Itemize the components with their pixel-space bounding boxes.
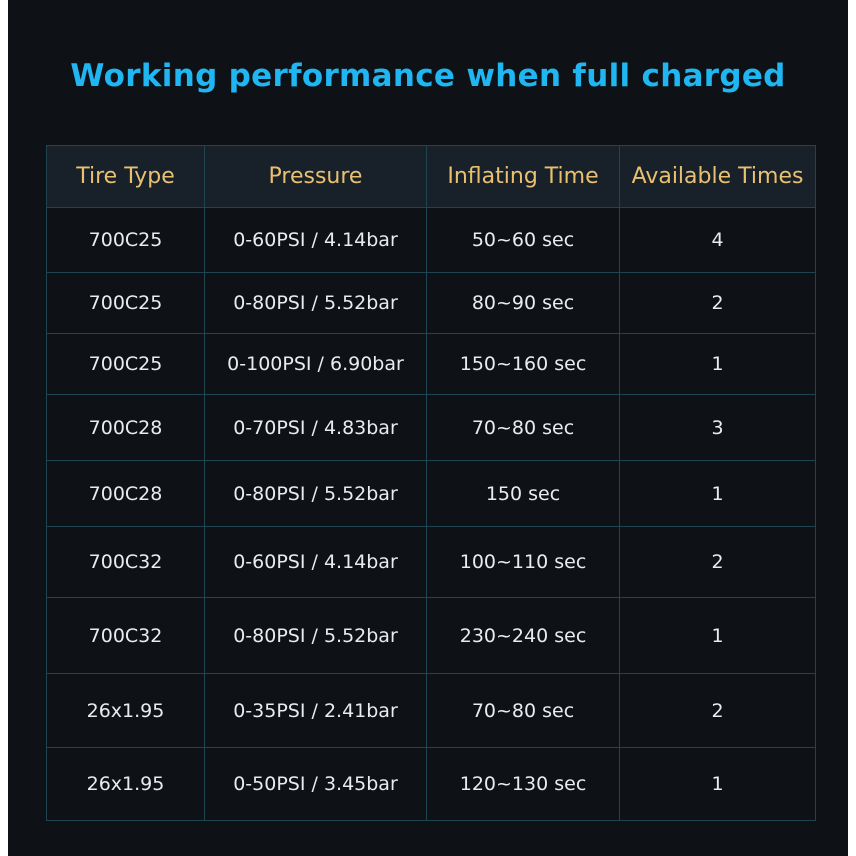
cell-inflating-time: 80~90 sec [426, 272, 620, 334]
cell-available-times: 2 [619, 673, 816, 748]
table-row: 700C25 0-60PSI / 4.14bar 50~60 sec 4 [46, 207, 816, 273]
cell-pressure: 0-35PSI / 2.41bar [204, 673, 427, 748]
cell-available-times: 2 [619, 526, 816, 598]
cell-available-times: 2 [619, 272, 816, 334]
cell-available-times: 3 [619, 394, 816, 461]
cell-tire-type: 700C28 [46, 394, 205, 461]
cell-inflating-time: 150 sec [426, 460, 620, 527]
cell-pressure: 0-80PSI / 5.52bar [204, 272, 427, 334]
cell-pressure: 0-60PSI / 4.14bar [204, 207, 427, 273]
cell-pressure: 0-80PSI / 5.52bar [204, 597, 427, 674]
cell-tire-type: 700C32 [46, 597, 205, 674]
cell-inflating-time: 120~130 sec [426, 747, 620, 821]
cell-pressure: 0-100PSI / 6.90bar [204, 333, 427, 395]
cell-inflating-time: 150~160 sec [426, 333, 620, 395]
header-inflating-time: Inflating Time [426, 145, 620, 208]
cell-tire-type: 700C25 [46, 272, 205, 334]
table-row: 700C25 0-100PSI / 6.90bar 150~160 sec 1 [46, 333, 816, 395]
cell-available-times: 1 [619, 333, 816, 395]
header-pressure: Pressure [204, 145, 427, 208]
cell-tire-type: 700C28 [46, 460, 205, 527]
page-title: Working performance when full charged [70, 58, 786, 94]
cell-pressure: 0-50PSI / 3.45bar [204, 747, 427, 821]
performance-table: Tire Type Pressure Inflating Time Availa… [46, 145, 816, 821]
cell-tire-type: 26x1.95 [46, 747, 205, 821]
table-row: 26x1.95 0-35PSI / 2.41bar 70~80 sec 2 [46, 673, 816, 748]
table-row: 700C28 0-80PSI / 5.52bar 150 sec 1 [46, 460, 816, 527]
header-available-times: Available Times [619, 145, 816, 208]
table-header-row: Tire Type Pressure Inflating Time Availa… [46, 145, 816, 208]
table-row: 700C25 0-80PSI / 5.52bar 80~90 sec 2 [46, 272, 816, 334]
cell-tire-type: 700C32 [46, 526, 205, 598]
table-row: 700C32 0-60PSI / 4.14bar 100~110 sec 2 [46, 526, 816, 598]
cell-inflating-time: 230~240 sec [426, 597, 620, 674]
cell-tire-type: 26x1.95 [46, 673, 205, 748]
cell-available-times: 4 [619, 207, 816, 273]
cell-inflating-time: 50~60 sec [426, 207, 620, 273]
header-tire-type: Tire Type [46, 145, 205, 208]
table-row: 26x1.95 0-50PSI / 3.45bar 120~130 sec 1 [46, 747, 816, 821]
table-row: 700C32 0-80PSI / 5.52bar 230~240 sec 1 [46, 597, 816, 674]
cell-available-times: 1 [619, 460, 816, 527]
cell-inflating-time: 70~80 sec [426, 394, 620, 461]
table-row: 700C28 0-70PSI / 4.83bar 70~80 sec 3 [46, 394, 816, 461]
cell-inflating-time: 70~80 sec [426, 673, 620, 748]
cell-tire-type: 700C25 [46, 333, 205, 395]
cell-available-times: 1 [619, 597, 816, 674]
cell-inflating-time: 100~110 sec [426, 526, 620, 598]
cell-available-times: 1 [619, 747, 816, 821]
cell-pressure: 0-60PSI / 4.14bar [204, 526, 427, 598]
cell-pressure: 0-80PSI / 5.52bar [204, 460, 427, 527]
cell-pressure: 0-70PSI / 4.83bar [204, 394, 427, 461]
cell-tire-type: 700C25 [46, 207, 205, 273]
